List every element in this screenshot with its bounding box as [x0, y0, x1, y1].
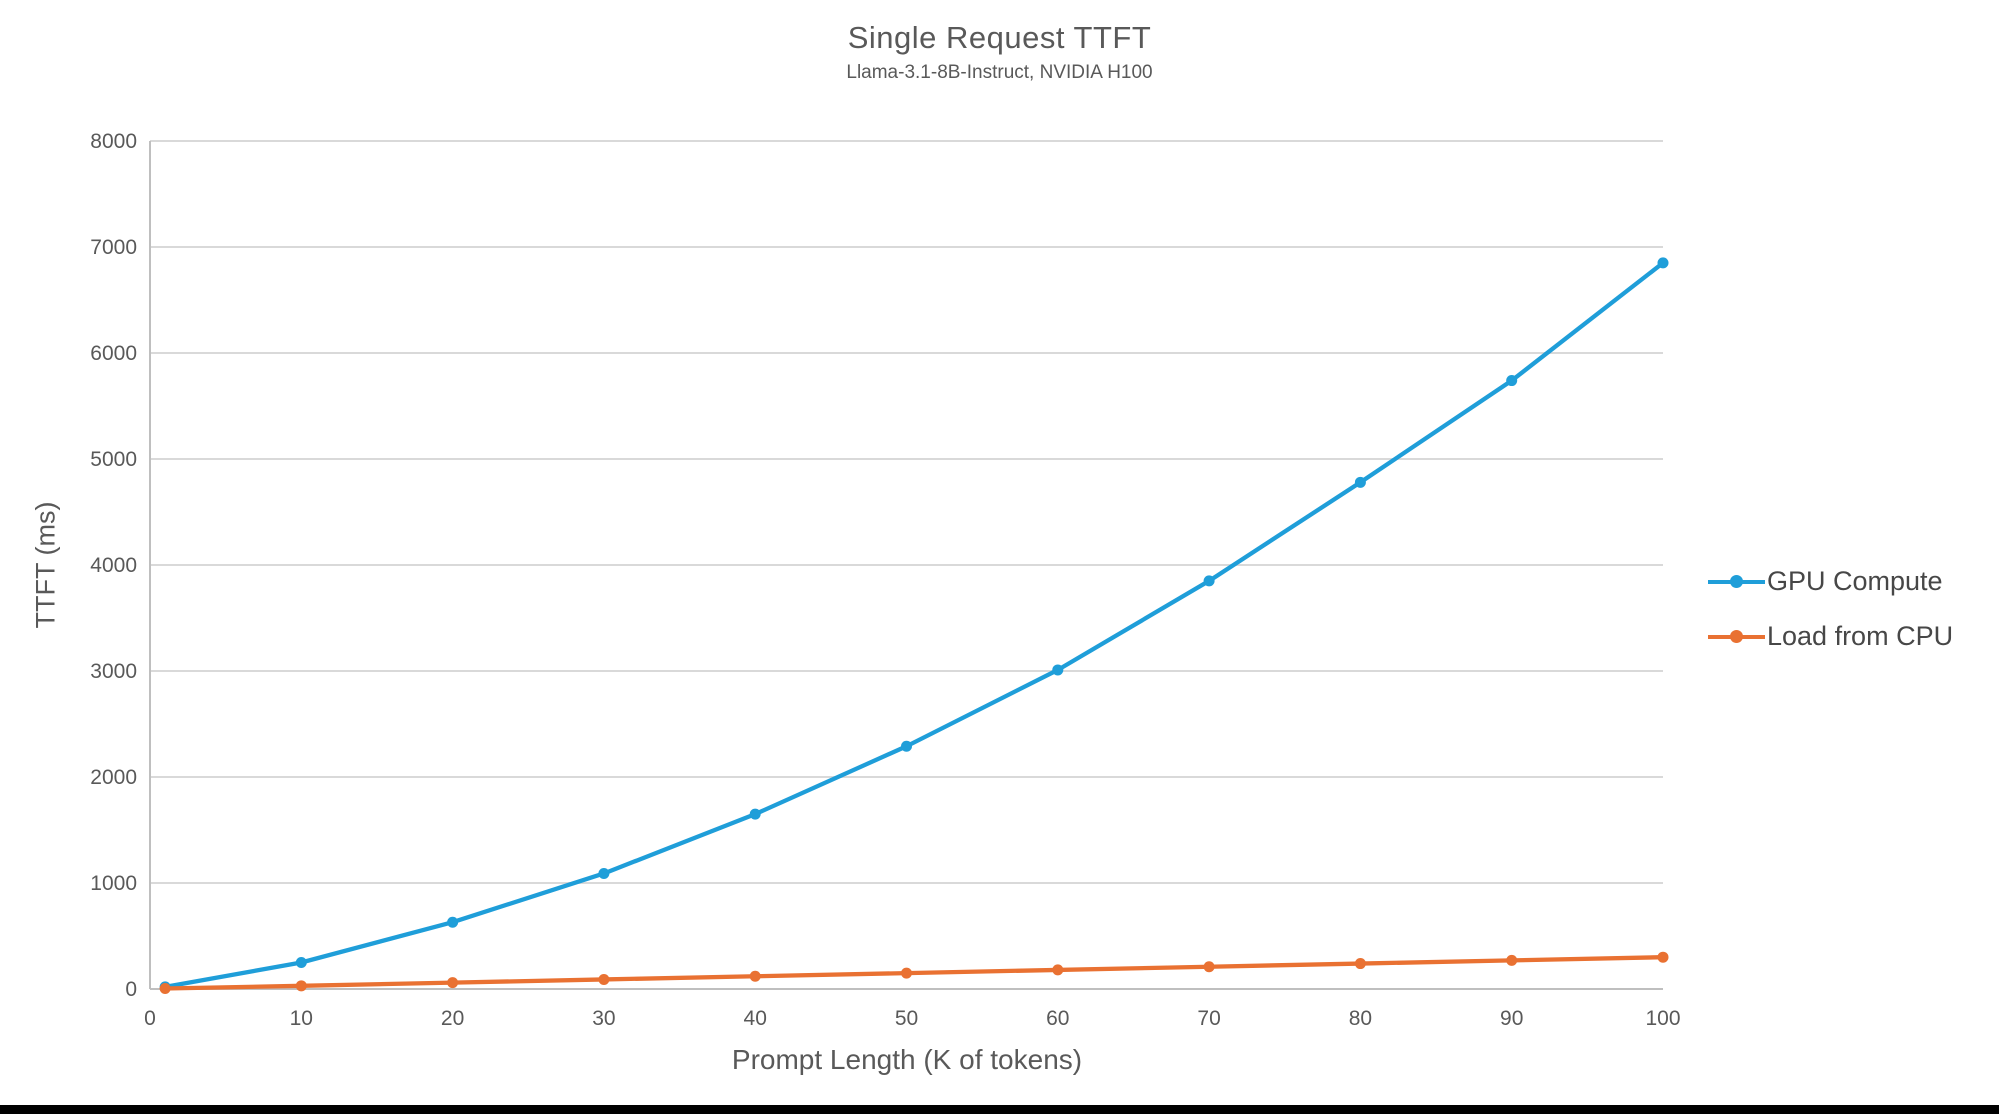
- data-point-marker-gpu-compute: [598, 867, 610, 879]
- data-point-marker-gpu-compute: [1203, 575, 1215, 587]
- x-axis-title: Prompt Length (K of tokens): [731, 1044, 1083, 1075]
- series-line-load-from-cpu: [162, 955, 1666, 991]
- data-point-marker-load-from-cpu: [1506, 954, 1518, 966]
- x-tick-label: 0: [144, 1007, 156, 1030]
- data-point-marker-load-from-cpu: [598, 973, 610, 985]
- x-tick-label: 50: [895, 1007, 918, 1030]
- data-point-marker-gpu-compute: [1354, 476, 1366, 488]
- x-tick-label: 70: [1197, 1007, 1220, 1030]
- data-point-marker-load-from-cpu: [159, 982, 171, 994]
- legend-label-load-from-cpu: Load from CPU: [1767, 621, 1954, 651]
- y-tick-label: 6000: [90, 342, 137, 365]
- chart-title: Single Request TTFT: [847, 20, 1152, 55]
- y-tick-label: 5000: [90, 448, 137, 471]
- data-point-marker-load-from-cpu: [1354, 958, 1366, 970]
- data-point-marker-load-from-cpu: [749, 970, 761, 982]
- x-tick-label: 100: [1645, 1007, 1680, 1030]
- x-tick-label: 60: [1046, 1007, 1069, 1030]
- bottom-bar: [0, 1105, 1999, 1114]
- chart-subtitle: Llama-3.1-8B-Instruct, NVIDIA H100: [846, 62, 1153, 83]
- legend-item-load-from-cpu: Load from CPU: [1708, 621, 1953, 652]
- line-dot-marker-icon: [1708, 575, 1765, 588]
- series-line-gpu-compute: [162, 260, 1666, 990]
- y-tick-label: 4000: [90, 554, 137, 577]
- data-point-marker-load-from-cpu: [1203, 961, 1215, 973]
- legend-item-gpu-compute: GPU Compute: [1708, 566, 1953, 597]
- y-tick-label: 1000: [90, 872, 137, 895]
- data-point-marker-load-from-cpu: [901, 967, 912, 979]
- x-tick-label: 10: [290, 1007, 313, 1030]
- x-tick-label: 90: [1500, 1007, 1523, 1030]
- data-point-marker-gpu-compute: [295, 957, 307, 968]
- data-point-marker-gpu-compute: [1052, 664, 1064, 676]
- x-tick-label: 20: [441, 1007, 464, 1030]
- data-point-marker-load-from-cpu: [447, 977, 459, 989]
- data-point-marker-gpu-compute: [1657, 257, 1669, 269]
- legend: GPU Compute Load from CPU: [1708, 566, 1953, 652]
- x-tick-label: 30: [592, 1007, 615, 1030]
- data-point-marker-load-from-cpu: [295, 980, 307, 992]
- y-tick-label: 0: [125, 978, 137, 1001]
- y-tick-label: 2000: [90, 766, 137, 789]
- x-tick-label: 80: [1349, 1007, 1372, 1030]
- y-tick-label: 8000: [90, 130, 137, 153]
- y-tick-label: 3000: [90, 660, 137, 683]
- data-point-marker-load-from-cpu: [1052, 964, 1064, 976]
- data-point-marker-gpu-compute: [749, 808, 761, 820]
- data-point-marker-gpu-compute: [1506, 375, 1518, 387]
- data-point-marker-gpu-compute: [901, 740, 912, 752]
- data-point-marker-gpu-compute: [447, 916, 459, 928]
- y-tick-label: 7000: [90, 236, 137, 259]
- line-dot-marker-icon: [1708, 630, 1765, 643]
- data-point-marker-load-from-cpu: [1657, 951, 1669, 963]
- legend-label-gpu-compute: GPU Compute: [1767, 566, 1943, 596]
- x-tick-label: 40: [744, 1007, 767, 1030]
